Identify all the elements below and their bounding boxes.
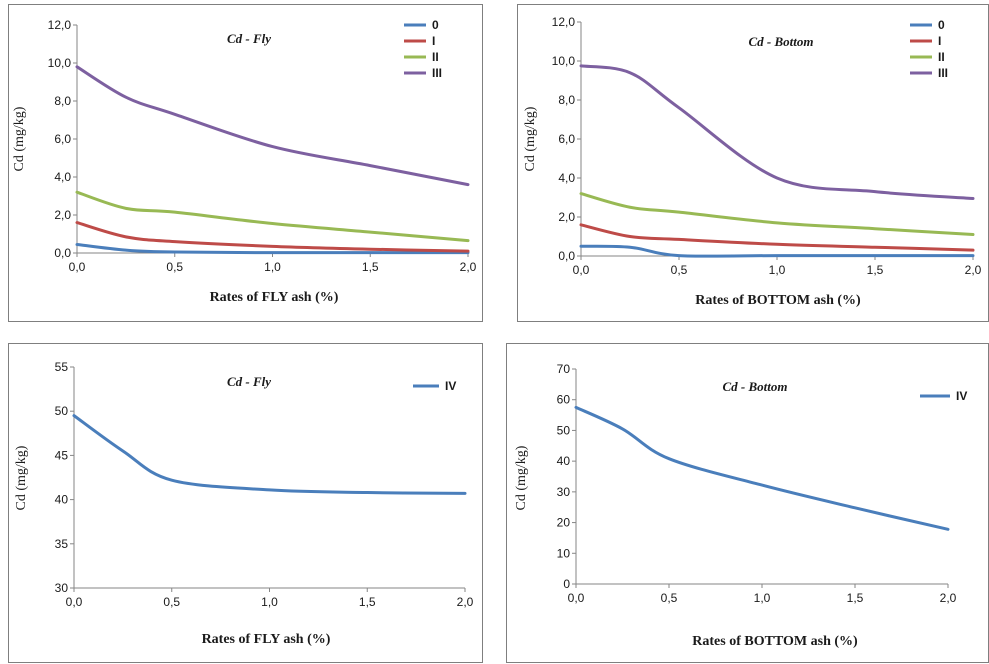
series-line-IV bbox=[574, 405, 950, 531]
x-tick-label: 0,5 bbox=[163, 595, 180, 609]
y-tick-label: 30 bbox=[557, 485, 571, 499]
chart-title: Cd - Bottom bbox=[748, 34, 813, 49]
chart-panel-cd-fly-top: 0,0 2,0 4,0 6,0 8,0 10,0 12,0 0,0 0,5 1,0 1,5 2,0 0 I… bbox=[8, 4, 483, 322]
chart-svg: 0,0 2,0 4,0 6,0 8,0 10,0 12,0 0,0 0,5 1,0 1,5 2,0 0 I… bbox=[523, 15, 982, 308]
chart-panel-cd-bottom-top: 0,0 2,0 4,0 6,0 8,0 10,0 12,0 0,0 0,5 1,0 1,5 2,0 0 I… bbox=[517, 4, 989, 322]
y-tick-label: 55 bbox=[55, 360, 69, 374]
x-tick-label: 0,5 bbox=[661, 591, 678, 605]
x-tick-label: 1,5 bbox=[867, 263, 884, 277]
y-tick-label: 50 bbox=[557, 423, 571, 437]
chart-title: Cd - Fly bbox=[227, 31, 271, 46]
legend-label: III bbox=[432, 66, 442, 80]
legend-label: III bbox=[938, 66, 948, 80]
y-tick-label: 4,0 bbox=[558, 171, 575, 185]
y-tick-label: 8,0 bbox=[54, 94, 71, 108]
y-tick-label: 70 bbox=[557, 362, 571, 376]
x-tick-label: 1,0 bbox=[264, 260, 281, 274]
y-tick-label: 0 bbox=[563, 577, 570, 591]
legend-label: 0 bbox=[938, 18, 945, 32]
y-tick-label: 40 bbox=[55, 493, 69, 507]
x-tick-label: 1,5 bbox=[359, 595, 376, 609]
y-tick-label: 40 bbox=[557, 454, 571, 468]
x-tick-label: 0,0 bbox=[573, 263, 590, 277]
y-tick-label: 0,0 bbox=[54, 246, 71, 260]
series-line-IV bbox=[72, 414, 467, 495]
legend-label: IV bbox=[956, 389, 967, 403]
x-tick-label: 2,0 bbox=[940, 591, 957, 605]
x-axis-label: Rates of FLY ash (%) bbox=[210, 290, 339, 305]
x-tick-label: 0,0 bbox=[568, 591, 585, 605]
y-tick-label: 6,0 bbox=[54, 132, 71, 146]
chart-title: Cd - Fly bbox=[227, 374, 271, 389]
y-tick-label: 2,0 bbox=[54, 208, 71, 222]
y-tick-label: 10,0 bbox=[552, 54, 576, 68]
chart-svg: 0 10 20 30 40 50 60 70 0,0 0,5 1,0 1,5 2,0 IV Cd - Bot… bbox=[514, 362, 967, 649]
y-tick-label: 6,0 bbox=[558, 132, 575, 146]
legend-label: 0 bbox=[432, 18, 439, 32]
x-tick-label: 2,0 bbox=[965, 263, 982, 277]
series-line-I bbox=[75, 221, 470, 253]
y-axis-label: Cd (mg/kg) bbox=[14, 445, 29, 510]
x-tick-label: 0,5 bbox=[166, 260, 183, 274]
y-tick-label: 2,0 bbox=[558, 210, 575, 224]
y-tick-label: 60 bbox=[557, 393, 571, 407]
series-line-0 bbox=[579, 244, 975, 258]
y-tick-label: 12,0 bbox=[48, 18, 72, 32]
chart-panel-cd-fly-bottom: 30 35 40 45 50 55 0,0 0,5 1,0 1,5 2,0 IV Cd - Fly Cd … bbox=[8, 343, 483, 663]
series-line-III bbox=[579, 64, 975, 200]
x-axis-label: Rates of BOTTOM ash (%) bbox=[692, 634, 858, 649]
legend-label: I bbox=[938, 34, 941, 48]
x-tick-label: 0,5 bbox=[671, 263, 688, 277]
legend-label: IV bbox=[445, 379, 456, 393]
y-tick-label: 35 bbox=[55, 537, 69, 551]
y-tick-label: 50 bbox=[55, 404, 69, 418]
chart-svg: 30 35 40 45 50 55 0,0 0,5 1,0 1,5 2,0 IV Cd - Fly Cd … bbox=[14, 360, 474, 647]
x-tick-label: 1,0 bbox=[769, 263, 786, 277]
y-tick-label: 10,0 bbox=[48, 56, 72, 70]
y-axis-label: Cd (mg/kg) bbox=[12, 106, 27, 171]
y-tick-label: 45 bbox=[55, 448, 69, 462]
y-tick-label: 4,0 bbox=[54, 170, 71, 184]
x-tick-label: 1,0 bbox=[754, 591, 771, 605]
series-line-III bbox=[75, 65, 470, 187]
series-line-II bbox=[579, 192, 975, 237]
x-tick-label: 1,0 bbox=[261, 595, 278, 609]
y-tick-label: 12,0 bbox=[552, 15, 576, 29]
y-tick-label: 0,0 bbox=[558, 249, 575, 263]
x-tick-label: 2,0 bbox=[460, 260, 477, 274]
x-axis-label: Rates of BOTTOM ash (%) bbox=[695, 293, 861, 308]
chart-panel-cd-bottom-bottom: 0 10 20 30 40 50 60 70 0,0 0,5 1,0 1,5 2,0 IV Cd - Bot… bbox=[506, 343, 989, 663]
x-tick-label: 1,5 bbox=[362, 260, 379, 274]
x-tick-label: 1,5 bbox=[847, 591, 864, 605]
y-tick-label: 20 bbox=[557, 516, 571, 530]
legend-label: II bbox=[938, 50, 945, 64]
x-axis-label: Rates of FLY ash (%) bbox=[202, 632, 331, 647]
chart-title: Cd - Bottom bbox=[722, 379, 787, 394]
series-line-II bbox=[75, 190, 470, 243]
y-axis-label: Cd (mg/kg) bbox=[514, 445, 529, 510]
legend-label: II bbox=[432, 50, 439, 64]
y-axis-label: Cd (mg/kg) bbox=[523, 106, 538, 171]
x-tick-label: 0,0 bbox=[69, 260, 86, 274]
y-tick-label: 8,0 bbox=[558, 93, 575, 107]
y-tick-label: 10 bbox=[557, 546, 571, 560]
y-tick-label: 30 bbox=[55, 581, 69, 595]
legend-label: I bbox=[432, 34, 435, 48]
x-tick-label: 2,0 bbox=[457, 595, 474, 609]
chart-svg: 0,0 2,0 4,0 6,0 8,0 10,0 12,0 0,0 0,5 1,0 1,5 2,0 0 I… bbox=[12, 18, 477, 305]
x-tick-label: 0,0 bbox=[66, 595, 83, 609]
series-line-I bbox=[579, 223, 975, 252]
series-line-0 bbox=[75, 242, 470, 255]
